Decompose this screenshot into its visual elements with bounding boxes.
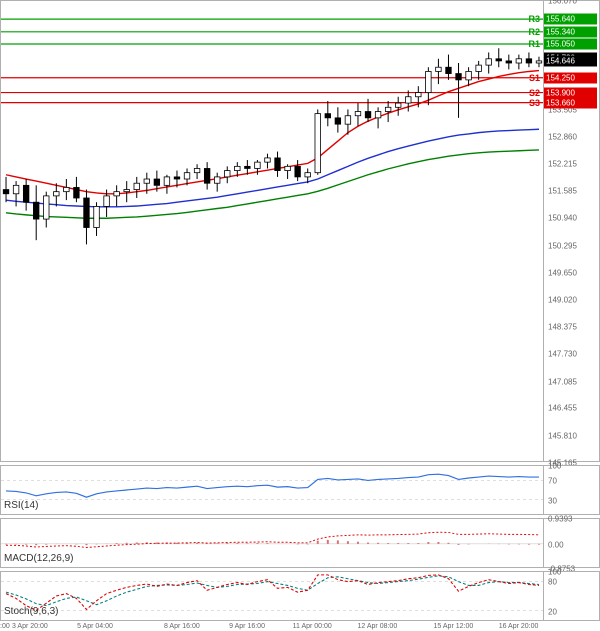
- stoch-label: Stoch(9,6,3): [4, 606, 58, 617]
- stoch-ytick: 100: [548, 568, 561, 577]
- stoch-plot: [1, 572, 544, 620]
- stoch-ytick: 20: [548, 608, 557, 617]
- level-label-r3: R3: [528, 14, 540, 24]
- rsi-panel[interactable]: RSI(14) 30 70 100: [0, 465, 600, 515]
- rsi-plot: [1, 466, 544, 514]
- price-ytick: 152.860: [548, 132, 577, 141]
- price-y-axis: 156.070155.640155.340155.050154.720154.2…: [543, 1, 599, 461]
- price-tag: 154.646: [544, 56, 597, 67]
- stoch-panel[interactable]: Stoch(9,6,3) 20 80100: [0, 571, 600, 621]
- price-tag: 154.250: [544, 73, 597, 84]
- price-ytick: 148.375: [548, 323, 577, 332]
- level-label-r2: R2: [528, 27, 540, 37]
- stoch-y-axis: 2080100: [543, 572, 599, 620]
- macd-label: MACD(12,26,9): [4, 553, 73, 564]
- x-tick: 11 Apr 00:00: [293, 623, 332, 630]
- level-label-r1: R1: [528, 39, 540, 49]
- macd-y-axis: -0.87530.000.9393: [543, 519, 599, 567]
- x-tick: 12 Apr 08:00: [358, 623, 398, 630]
- x-tick: 15 Apr 12:00: [434, 623, 474, 630]
- price-plot: [1, 1, 544, 461]
- rsi-chart-area[interactable]: RSI(14): [1, 466, 544, 514]
- rsi-ytick: 100: [548, 462, 561, 471]
- x-tick: 16 Apr 20:00: [499, 623, 539, 630]
- price-ytick: 147.730: [548, 350, 577, 359]
- time-x-axis: :003 Apr 20:00 5 Apr 04:00 8 Apr 16:00 9 Ap…: [0, 623, 600, 631]
- level-label-s1: S1: [529, 73, 540, 83]
- macd-chart-area[interactable]: MACD(12,26,9): [1, 519, 544, 567]
- price-tag: 155.340: [544, 26, 597, 37]
- price-tag: 155.640: [544, 14, 597, 25]
- price-ytick: 156.070: [548, 0, 577, 6]
- x-tick: 3 Apr 20:00: [12, 623, 48, 630]
- macd-panel[interactable]: MACD(12,26,9) -0.87530.000.9393: [0, 518, 600, 568]
- x-tick: 8 Apr 16:00: [164, 623, 200, 630]
- price-ytick: 150.940: [548, 214, 577, 223]
- price-tag: 153.660: [544, 98, 597, 109]
- price-chart-area[interactable]: R3 R2 R1 S1 S2S3: [1, 1, 544, 461]
- price-ytick: 145.810: [548, 431, 577, 440]
- price-ytick: 149.020: [548, 295, 577, 304]
- level-label-s3: S3: [529, 98, 540, 108]
- price-ytick: 152.215: [548, 160, 577, 169]
- macd-plot: [1, 519, 544, 567]
- macd-ytick: 0.9393: [548, 515, 572, 524]
- x-tick: :00: [0, 623, 10, 630]
- price-ytick: 146.455: [548, 404, 577, 413]
- level-label-s2: S2: [529, 88, 540, 98]
- macd-ytick: 0.00: [548, 540, 564, 549]
- stoch-chart-area[interactable]: Stoch(9,6,3): [1, 572, 544, 620]
- rsi-ytick: 30: [548, 497, 557, 506]
- stoch-ytick: 80: [548, 578, 557, 587]
- price-ytick: 147.085: [548, 377, 577, 386]
- rsi-y-axis: 3070100: [543, 466, 599, 514]
- x-tick: 5 Apr 04:00: [77, 623, 113, 630]
- price-ytick: 149.650: [548, 268, 577, 277]
- rsi-label: RSI(14): [4, 500, 38, 511]
- price-ytick: 151.585: [548, 187, 577, 196]
- price-tag: 155.050: [544, 39, 597, 50]
- price-chart-panel[interactable]: R3 R2 R1 S1 S2S3 156.070 155.640155.340 155.05…: [0, 0, 600, 462]
- price-ytick: 150.295: [548, 241, 577, 250]
- rsi-ytick: 70: [548, 477, 557, 486]
- x-tick: 9 Apr 16:00: [229, 623, 265, 630]
